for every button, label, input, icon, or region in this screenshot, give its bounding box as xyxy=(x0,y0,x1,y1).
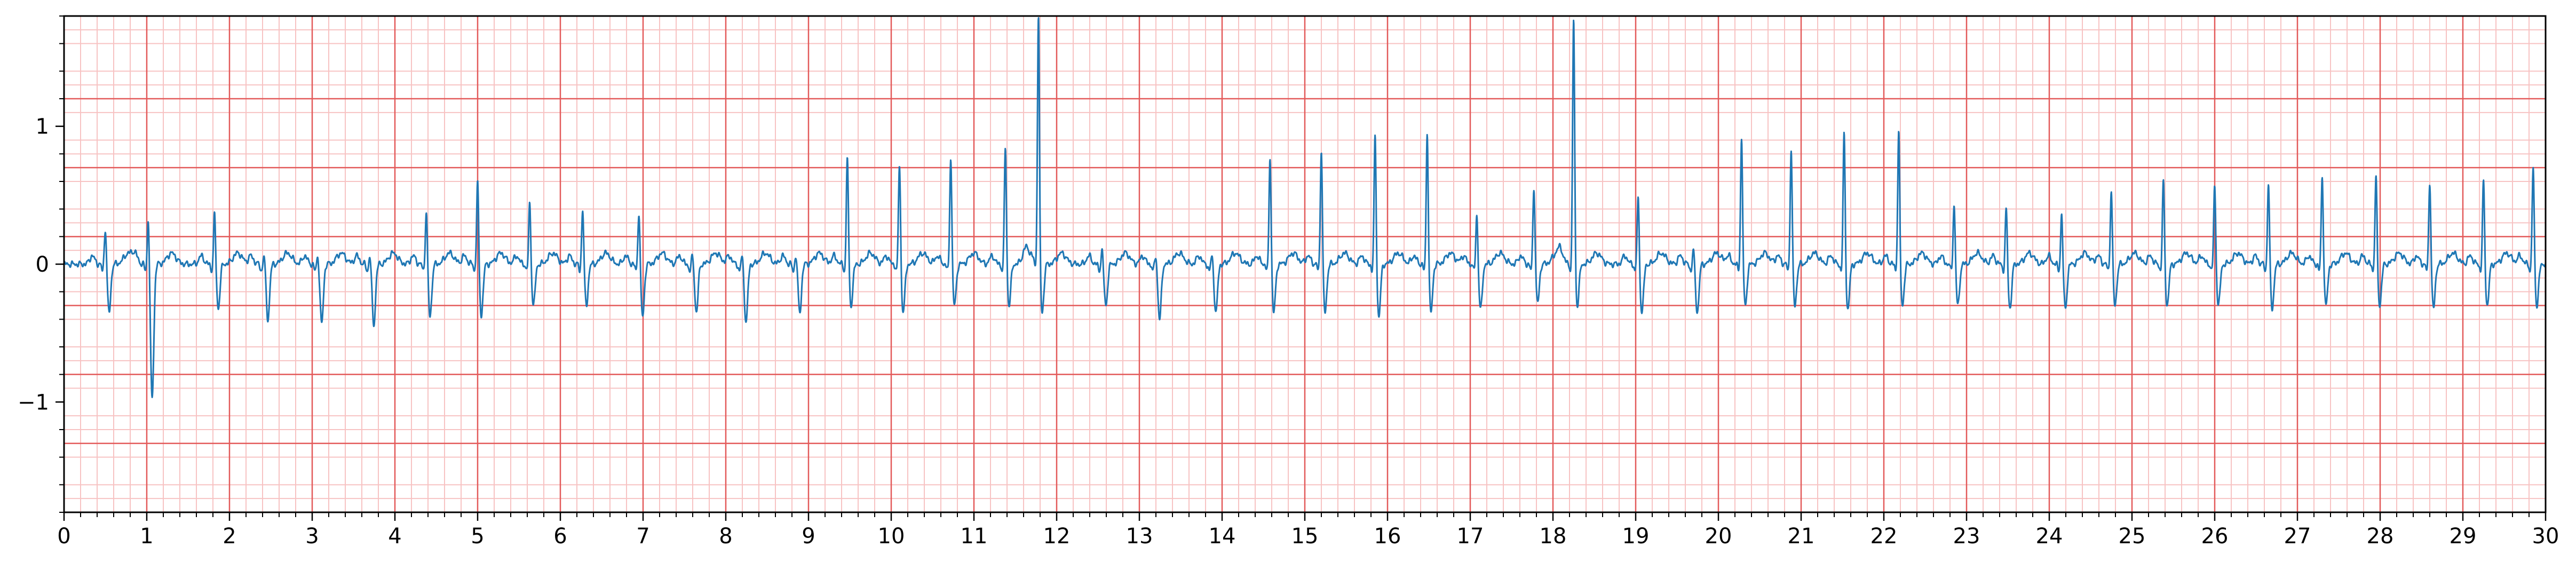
x-tick-label: 3 xyxy=(305,524,319,549)
y-tick-label: 0 xyxy=(36,252,49,277)
x-tick-label: 19 xyxy=(1622,524,1650,549)
x-tick-label: 18 xyxy=(1540,524,1567,549)
x-tick-label: 24 xyxy=(2036,524,2063,549)
x-tick-label: 26 xyxy=(2201,524,2229,549)
x-tick-label: 21 xyxy=(1788,524,1815,549)
x-tick-label: 20 xyxy=(1705,524,1732,549)
y-tick-label: −1 xyxy=(18,390,49,415)
x-tick-label: 25 xyxy=(2119,524,2146,549)
x-tick-label: 13 xyxy=(1126,524,1153,549)
x-tick-label: 23 xyxy=(1953,524,1980,549)
x-axis: 0 1 2 3 4 5 6 7 8 9 10 11 12 13 14 15 16 17 18 19 20 21 22 23 24… xyxy=(57,512,2559,549)
x-tick-label: 30 xyxy=(2532,524,2559,549)
trace-layer xyxy=(63,17,2547,399)
x-tick-label: 0 xyxy=(57,524,70,549)
x-tick-label: 2 xyxy=(223,524,236,549)
x-tick-label: 27 xyxy=(2284,524,2311,549)
x-tick-label: 29 xyxy=(2450,524,2477,549)
x-tick-label: 11 xyxy=(961,524,988,549)
x-tick-label: 1 xyxy=(140,524,153,549)
x-tick-label: 12 xyxy=(1043,524,1071,549)
y-tick-label: 1 xyxy=(36,115,49,139)
x-tick-label: 16 xyxy=(1374,524,1401,549)
ecg-trace-line xyxy=(63,17,2547,399)
x-tick-label: 8 xyxy=(719,524,732,549)
x-tick-label: 15 xyxy=(1291,524,1319,549)
x-tick-label: 4 xyxy=(388,524,401,549)
x-tick-label: 22 xyxy=(1870,524,1898,549)
x-tick-label: 10 xyxy=(878,524,905,549)
x-tick-label: 6 xyxy=(553,524,567,549)
major-grid xyxy=(64,16,2546,512)
x-tick-label: 14 xyxy=(1209,524,1236,549)
x-tick-label: 17 xyxy=(1457,524,1484,549)
x-tick-label: 9 xyxy=(802,524,815,549)
x-tick-label: 28 xyxy=(2367,524,2394,549)
y-axis: −1 0 1 xyxy=(18,15,64,513)
x-tick-label: 5 xyxy=(471,524,484,549)
x-tick-label: 7 xyxy=(636,524,649,549)
